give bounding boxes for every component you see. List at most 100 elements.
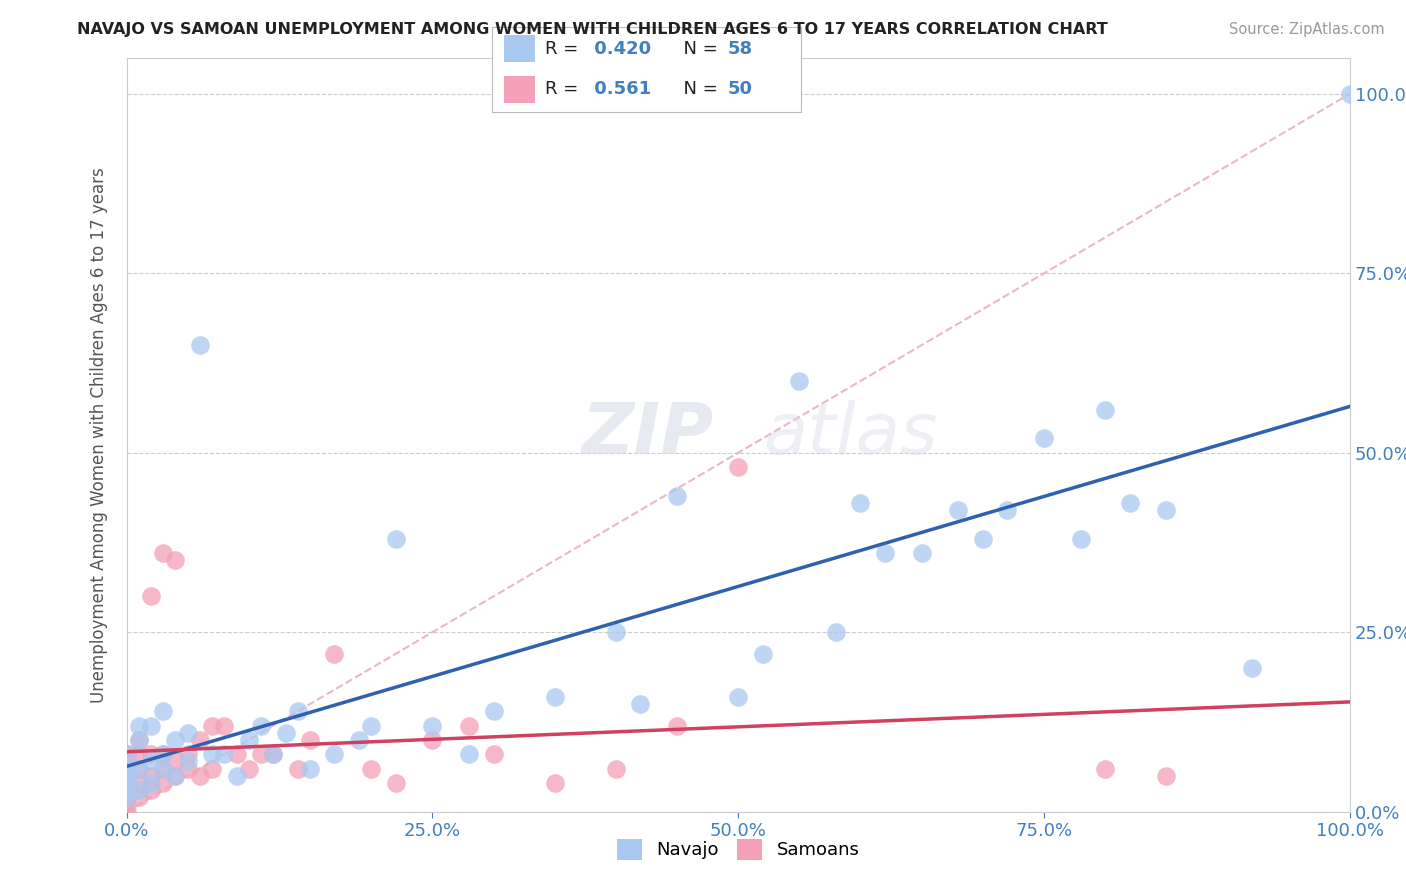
Point	[165, 769, 187, 783]
Point	[482, 704, 505, 718]
Point	[152, 747, 174, 762]
Point	[128, 718, 150, 732]
Point	[458, 718, 481, 732]
Point	[225, 747, 247, 762]
Point	[214, 747, 236, 762]
Point	[605, 762, 627, 776]
Point	[727, 690, 749, 704]
Text: N =: N =	[672, 40, 723, 58]
Point	[115, 790, 138, 805]
Text: R =: R =	[544, 80, 583, 98]
Point	[152, 762, 174, 776]
Point	[825, 625, 848, 640]
Point	[165, 769, 187, 783]
Point	[299, 733, 322, 747]
Point	[139, 783, 162, 797]
Point	[287, 704, 309, 718]
Text: Source: ZipAtlas.com: Source: ZipAtlas.com	[1229, 22, 1385, 37]
Point	[115, 769, 138, 783]
Point	[115, 790, 138, 805]
Point	[115, 776, 138, 790]
Text: R =: R =	[544, 40, 583, 58]
Point	[152, 776, 174, 790]
Point	[225, 769, 247, 783]
Point	[1118, 496, 1140, 510]
Point	[165, 733, 187, 747]
Point	[384, 532, 406, 546]
Point	[1240, 661, 1263, 675]
Point	[115, 783, 138, 797]
Point	[128, 762, 150, 776]
Point	[139, 718, 162, 732]
Point	[115, 755, 138, 769]
Point	[1094, 762, 1116, 776]
Point	[128, 776, 150, 790]
Text: ZIP: ZIP	[582, 401, 714, 469]
Legend: Navajo, Samoans: Navajo, Samoans	[609, 831, 868, 867]
Point	[323, 747, 346, 762]
Point	[482, 747, 505, 762]
Text: NAVAJO VS SAMOAN UNEMPLOYMENT AMONG WOMEN WITH CHILDREN AGES 6 TO 17 YEARS CORRE: NAVAJO VS SAMOAN UNEMPLOYMENT AMONG WOME…	[77, 22, 1108, 37]
Point	[849, 496, 872, 510]
Point	[188, 338, 211, 352]
Y-axis label: Unemployment Among Women with Children Ages 6 to 17 years: Unemployment Among Women with Children A…	[90, 167, 108, 703]
Point	[201, 762, 224, 776]
Point	[177, 762, 200, 776]
Point	[201, 718, 224, 732]
Point	[1156, 503, 1178, 517]
Point	[384, 776, 406, 790]
Point	[177, 755, 200, 769]
Point	[628, 697, 651, 711]
Point	[323, 647, 346, 661]
Point	[115, 769, 138, 783]
Point	[287, 762, 309, 776]
Point	[128, 790, 150, 805]
Point	[152, 546, 174, 560]
Point	[262, 747, 284, 762]
Point	[972, 532, 994, 546]
Point	[995, 503, 1018, 517]
Point	[543, 690, 565, 704]
Text: 0.561: 0.561	[588, 80, 651, 98]
Point	[139, 590, 162, 604]
Point	[262, 747, 284, 762]
Point	[347, 733, 370, 747]
Text: N =: N =	[672, 80, 723, 98]
Point	[299, 762, 322, 776]
Text: atlas: atlas	[762, 401, 938, 469]
Point	[115, 762, 138, 776]
Point	[911, 546, 934, 560]
Point	[751, 647, 773, 661]
Point	[422, 733, 444, 747]
Point	[274, 725, 297, 739]
Point	[666, 718, 689, 732]
Point	[250, 718, 273, 732]
Point	[201, 747, 224, 762]
Point	[128, 762, 150, 776]
Point	[115, 797, 138, 812]
Point	[128, 783, 150, 797]
Text: 50: 50	[727, 80, 752, 98]
Point	[250, 747, 273, 762]
Point	[115, 783, 138, 797]
Point	[873, 546, 896, 560]
Point	[787, 374, 810, 388]
Point	[165, 755, 187, 769]
Point	[152, 747, 174, 762]
Point	[360, 718, 382, 732]
Point	[360, 762, 382, 776]
Point	[177, 725, 200, 739]
Point	[128, 747, 150, 762]
Point	[666, 489, 689, 503]
Point	[165, 553, 187, 567]
Point	[139, 776, 162, 790]
FancyBboxPatch shape	[505, 76, 536, 103]
Point	[177, 747, 200, 762]
Point	[1070, 532, 1092, 546]
Point	[115, 747, 138, 762]
Point	[115, 776, 138, 790]
Point	[152, 704, 174, 718]
Point	[1339, 87, 1361, 101]
Point	[238, 733, 260, 747]
Point	[139, 755, 162, 769]
